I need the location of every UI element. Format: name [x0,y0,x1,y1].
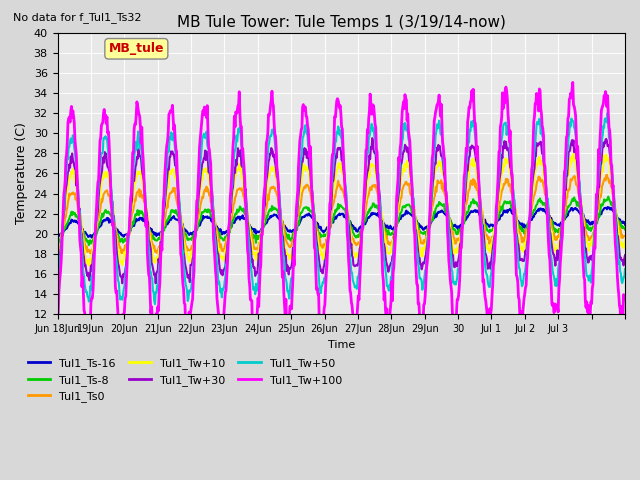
Text: No data for f_Tul1_Ts32: No data for f_Tul1_Ts32 [13,12,141,23]
Legend: Tul1_Ts-16, Tul1_Ts-8, Tul1_Ts0, Tul1_Tw+10, Tul1_Tw+30, Tul1_Tw+50, Tul1_Tw+100: Tul1_Ts-16, Tul1_Ts-8, Tul1_Ts0, Tul1_Tw… [24,354,346,407]
Title: MB Tule Tower: Tule Temps 1 (3/19/14-now): MB Tule Tower: Tule Temps 1 (3/19/14-now… [177,15,506,30]
Y-axis label: Temperature (C): Temperature (C) [15,122,28,225]
X-axis label: Time: Time [328,340,355,349]
Text: MB_tule: MB_tule [109,42,164,55]
